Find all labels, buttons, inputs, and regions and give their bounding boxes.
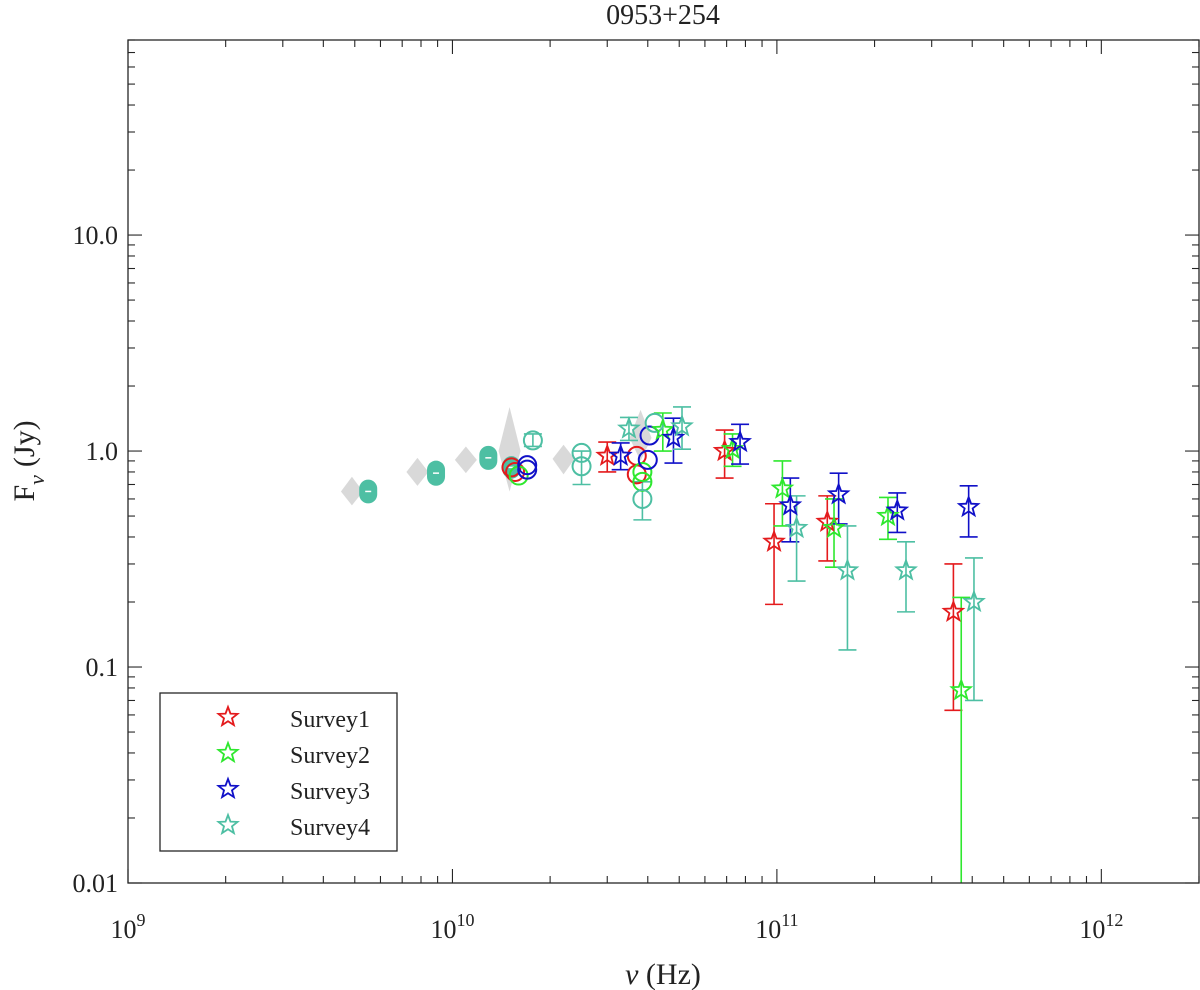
legend-box — [159, 692, 398, 852]
legend-marker-survey4 — [216, 812, 240, 836]
x-tick-label: 1012 — [1079, 910, 1123, 944]
survey2-point-2 — [770, 476, 795, 499]
circle-point-5 — [632, 461, 653, 482]
x-tick-exponent: 12 — [1105, 910, 1123, 930]
y-axis-unit: (Jy) — [8, 420, 41, 467]
survey2-point-5 — [949, 677, 974, 701]
survey4-point-4 — [894, 557, 918, 581]
grey-diamond-4 — [552, 444, 575, 475]
survey3-point-2 — [728, 429, 753, 453]
x-axis-label: ν (Hz) — [625, 958, 701, 990]
circle-point-8 — [517, 455, 538, 476]
legend: Survey1 Survey2 Survey3 Survey4 — [159, 692, 398, 852]
x-tick-label: 109 — [111, 910, 146, 944]
x-tick-exponent: 10 — [456, 910, 474, 930]
survey1-point-1 — [712, 438, 737, 462]
survey3-point-6 — [956, 494, 981, 518]
y-axis-label: Fν (Jy) — [8, 420, 49, 501]
legend-marker-survey3 — [216, 776, 240, 800]
circle-point-11 — [522, 430, 543, 451]
circle-point-1 — [505, 461, 526, 482]
x-tick-exponent: 9 — [137, 910, 146, 930]
x-tick-base: 10 — [111, 915, 137, 944]
survey4-point-0 — [617, 416, 641, 439]
circle-markers — [501, 412, 665, 509]
survey3-point-0 — [608, 443, 633, 467]
chart-title: 0953+254 — [606, 0, 720, 31]
y-axis-main: F — [8, 485, 41, 502]
grey-diamond-2 — [454, 446, 477, 474]
x-tick-label: 1010 — [430, 910, 474, 944]
legend-marker-survey2 — [216, 740, 240, 764]
legend-marker-survey1 — [216, 704, 240, 728]
survey3-point-1 — [661, 425, 686, 449]
x-axis-symbol: ν — [625, 958, 639, 990]
survey2-point-3 — [822, 515, 846, 539]
grey-diamond-1 — [406, 457, 429, 486]
axis-ticks — [127, 39, 1200, 884]
y-tick-label: 0.1 — [86, 653, 119, 682]
survey3-point-3 — [778, 492, 803, 516]
survey3-point-5 — [885, 498, 910, 521]
y-tick-label: 0.01 — [73, 869, 119, 898]
survey4-point-3 — [835, 557, 860, 581]
x-tick-base: 10 — [430, 915, 456, 944]
star-markers — [595, 413, 986, 701]
y-tick-label: 1.0 — [86, 437, 119, 466]
survey4-point-1 — [670, 413, 694, 437]
x-tick-base: 10 — [1079, 915, 1105, 944]
error-bars — [523, 406, 983, 883]
legend-label-survey2: Survey2 — [290, 743, 370, 769]
survey4-point-2 — [784, 515, 809, 539]
y-axis-sub: ν — [24, 475, 49, 485]
y-tick-label: 10.0 — [73, 221, 119, 250]
circle-point-12 — [571, 456, 592, 477]
x-tick-exponent: 11 — [781, 910, 798, 930]
legend-label-survey1: Survey1 — [290, 707, 370, 733]
survey1-point-4 — [941, 599, 966, 623]
survey1-point-2 — [762, 529, 786, 552]
circle-point-7 — [517, 459, 538, 480]
legend-label-survey3: Survey3 — [290, 779, 370, 805]
circle-point-14 — [632, 488, 653, 509]
x-axis-unit: (Hz) — [646, 958, 701, 990]
legend-markers — [216, 704, 240, 836]
legend-label-survey4: Survey4 — [290, 815, 370, 841]
survey2-point-4 — [876, 503, 900, 527]
circle-point-13 — [571, 442, 592, 463]
circle-point-10 — [637, 449, 658, 470]
x-tick-label: 1011 — [755, 910, 798, 944]
x-tick-base: 10 — [755, 915, 781, 944]
survey4-point-5 — [962, 589, 986, 613]
grey-diamond-0 — [340, 476, 363, 506]
survey3-point-4 — [826, 481, 851, 505]
plot-frame — [127, 39, 1200, 884]
